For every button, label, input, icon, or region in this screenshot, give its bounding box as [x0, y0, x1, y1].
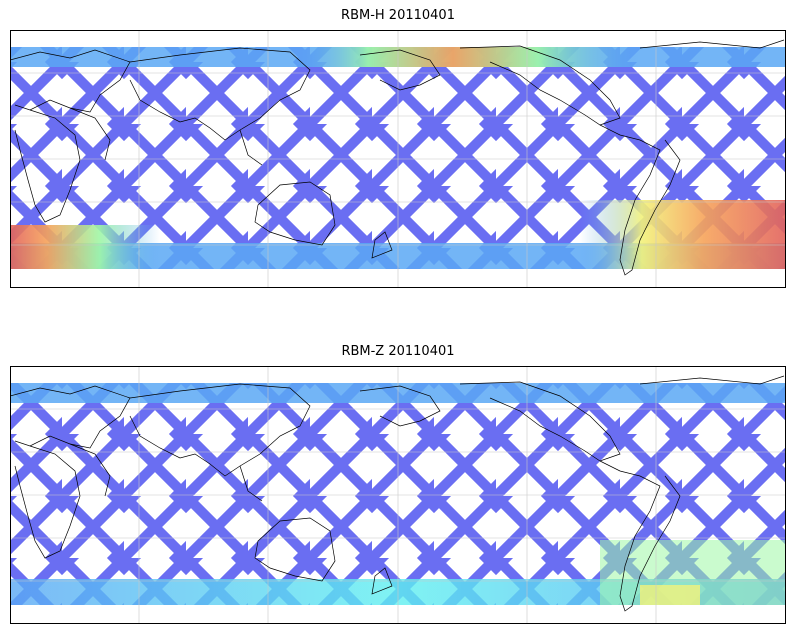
map-frame	[10, 30, 786, 288]
southeast-hot-spot	[640, 585, 700, 605]
southwest-hot-region	[10, 225, 160, 269]
graticule	[10, 366, 786, 624]
panel-title-rbm-z: RBM-Z 20110401	[341, 344, 455, 359]
map-panel-rbm-z	[10, 366, 786, 624]
north-warm-region	[300, 47, 640, 67]
coastlines	[10, 39, 785, 276]
map-frame	[10, 366, 786, 624]
southeast-hot-region	[580, 200, 786, 269]
panel-title-rbm-h: RBM-H 20110401	[341, 8, 455, 23]
map-panel-rbm-h	[10, 30, 786, 288]
coastlines	[10, 375, 785, 612]
